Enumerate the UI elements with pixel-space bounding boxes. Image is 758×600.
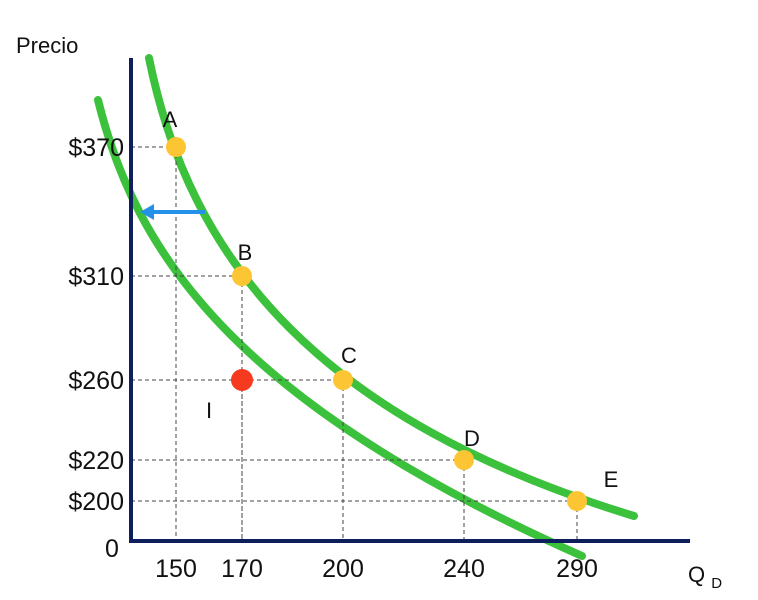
point-C	[333, 370, 353, 390]
x-tick-label: 290	[556, 555, 598, 583]
origin-label: 0	[105, 535, 119, 563]
point-A	[166, 137, 186, 157]
y-tick-label: $200	[68, 488, 124, 516]
x-axis-title: Q D	[688, 562, 722, 592]
y-axis-title: Precio	[16, 33, 78, 58]
point-I	[231, 369, 253, 391]
point-D	[454, 450, 474, 470]
shifted-demand-curve	[94, 96, 586, 560]
point-labels: A B C D E I	[163, 107, 619, 492]
y-tick-label: $310	[68, 263, 124, 291]
point-label-E: E	[604, 467, 619, 492]
x-tick-label: 170	[221, 555, 263, 583]
shift-arrow	[140, 204, 205, 220]
y-tick-label: $370	[68, 134, 124, 162]
point-label-B: B	[238, 240, 253, 265]
original-demand-curve	[145, 54, 638, 520]
point-B	[232, 266, 252, 286]
x-tick-label: 150	[155, 555, 197, 583]
point-label-D: D	[464, 426, 480, 451]
point-label-I: I	[206, 398, 212, 423]
point-E	[567, 491, 587, 511]
x-axis-title-sub: D	[711, 575, 722, 592]
tick-labels: 150 170 200 240 290 $200 $220 $260 $310 $370	[68, 134, 597, 583]
x-tick-label: 200	[322, 555, 364, 583]
data-points	[166, 137, 587, 511]
y-tick-label: $220	[68, 447, 124, 475]
x-axis-title-main: Q	[688, 562, 705, 587]
point-label-A: A	[163, 107, 178, 132]
point-label-C: C	[341, 343, 357, 368]
y-tick-label: $260	[68, 367, 124, 395]
x-tick-label: 240	[443, 555, 485, 583]
